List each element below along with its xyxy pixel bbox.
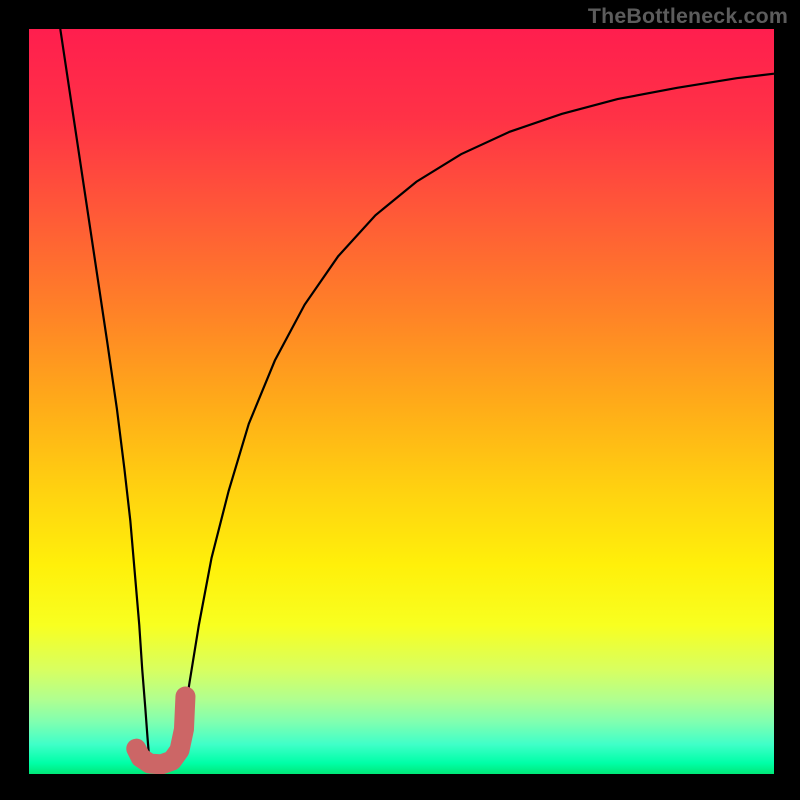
left-branch-line	[60, 29, 150, 768]
plot-area	[29, 29, 774, 774]
watermark-text: TheBottleneck.com	[588, 4, 788, 29]
right-branch-line	[177, 74, 774, 768]
j-mark-overlay	[136, 697, 185, 765]
chart-svg	[29, 29, 774, 774]
chart-frame: TheBottleneck.com	[0, 0, 800, 800]
